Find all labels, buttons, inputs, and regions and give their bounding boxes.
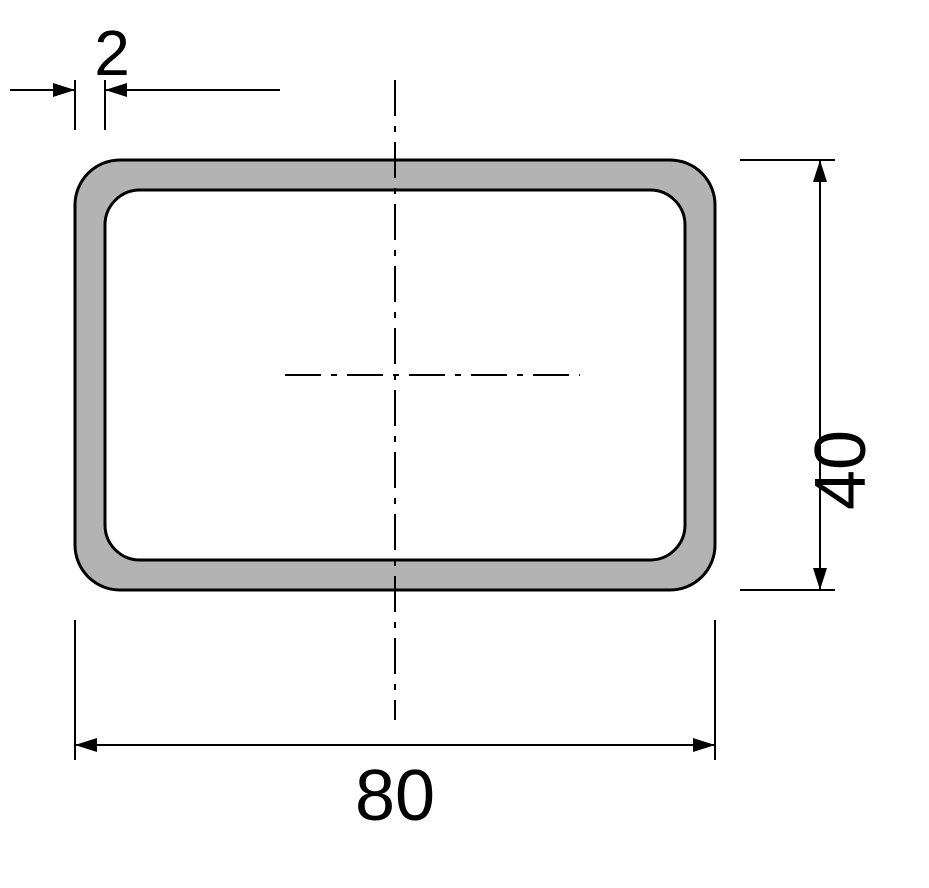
cross-section-diagram: 2 80 40	[0, 0, 929, 888]
dim-thickness-label: 2	[94, 17, 130, 89]
dim-height-label: 40	[801, 430, 881, 510]
dim-width-label: 80	[355, 756, 435, 836]
canvas-bg	[0, 0, 929, 888]
